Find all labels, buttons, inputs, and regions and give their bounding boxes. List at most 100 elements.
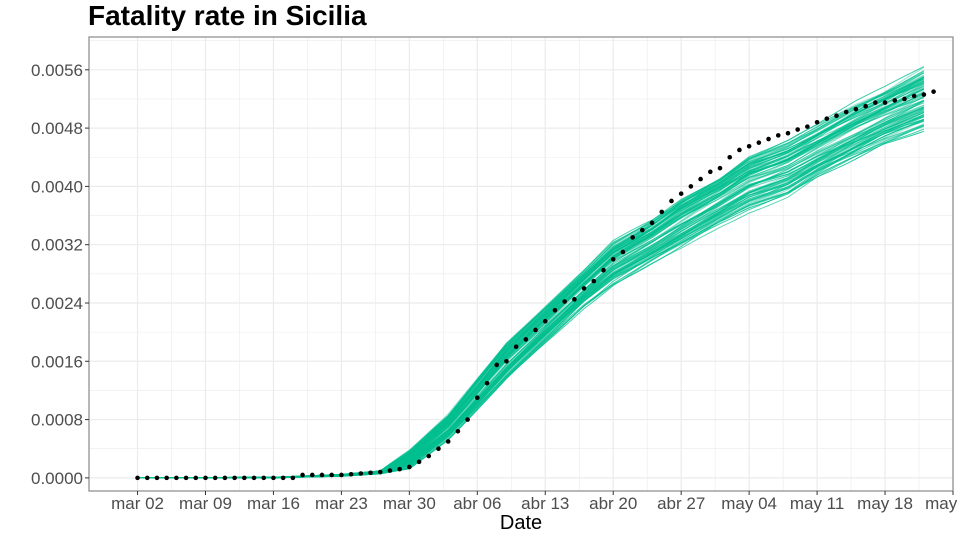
observed-point xyxy=(640,227,645,233)
observed-point xyxy=(484,380,490,386)
observed-point xyxy=(465,417,470,422)
y-tick-label: 0.0024 xyxy=(31,294,83,313)
observed-point xyxy=(775,133,781,138)
observed-point xyxy=(183,475,189,481)
chart-title: Fatality rate in Sicilia xyxy=(88,0,367,31)
y-tick-label: 0.0032 xyxy=(31,236,83,255)
x-tick-label: mar 30 xyxy=(383,494,436,513)
observed-point xyxy=(766,136,771,142)
observed-point xyxy=(533,327,538,333)
x-axis-title: Date xyxy=(500,512,542,534)
observed-point xyxy=(329,472,334,478)
observed-point xyxy=(649,220,655,226)
observed-point xyxy=(436,446,441,452)
x-tick-label: mar 23 xyxy=(315,494,368,513)
observed-point xyxy=(339,472,344,478)
x-tick-label: may 04 xyxy=(721,494,777,513)
y-axis-ticks: 0.0000 0.0008 0.0016 0.0024 0.0032 0.0040 0.00… xyxy=(31,61,89,488)
observed-points xyxy=(135,89,936,481)
observed-point xyxy=(756,140,762,145)
observed-point xyxy=(542,318,548,324)
observed-point xyxy=(513,344,519,350)
y-tick-label: 0.0048 xyxy=(31,119,83,138)
observed-point xyxy=(144,475,150,481)
observed-point xyxy=(309,472,315,478)
x-tick-label: may 25 xyxy=(925,494,960,513)
y-tick-label: 0.0008 xyxy=(31,411,83,430)
observed-point xyxy=(300,472,305,478)
observed-point xyxy=(669,198,674,204)
observed-point xyxy=(795,127,800,132)
observed-point xyxy=(931,89,936,94)
observed-point xyxy=(610,256,616,262)
observed-point xyxy=(251,475,257,481)
observed-point xyxy=(387,468,393,473)
observed-point xyxy=(805,124,810,129)
observed-point xyxy=(164,475,169,481)
observed-point xyxy=(407,464,412,470)
observed-point xyxy=(562,299,567,304)
observed-point xyxy=(659,209,665,215)
observed-point xyxy=(921,92,927,97)
observed-point xyxy=(135,475,140,481)
observed-point xyxy=(892,98,898,103)
observed-point xyxy=(377,469,383,475)
observed-point xyxy=(708,169,713,175)
x-tick-label: mar 02 xyxy=(111,494,164,513)
observed-point xyxy=(581,286,587,291)
y-tick-label: 0.0056 xyxy=(31,61,83,80)
observed-point xyxy=(504,358,509,364)
observed-point xyxy=(203,475,208,481)
observed-point xyxy=(193,475,199,481)
observed-point xyxy=(843,109,849,115)
observed-point xyxy=(911,93,917,99)
observed-point xyxy=(678,191,684,196)
x-tick-label: may 18 xyxy=(857,494,913,513)
observed-point xyxy=(727,154,733,160)
observed-point xyxy=(746,144,752,149)
x-tick-label: mar 09 xyxy=(179,494,232,513)
observed-point xyxy=(572,297,577,302)
y-tick-label: 0.0016 xyxy=(31,352,83,371)
observed-point xyxy=(348,471,354,477)
observed-point xyxy=(873,100,878,105)
observed-point xyxy=(902,96,907,102)
x-tick-label: abr 27 xyxy=(657,494,705,513)
observed-point xyxy=(863,103,868,109)
observed-point xyxy=(737,147,742,153)
observed-point xyxy=(280,475,286,481)
observed-point xyxy=(523,337,529,342)
observed-point xyxy=(552,307,558,313)
panel-border xyxy=(88,36,954,492)
observed-point xyxy=(698,176,703,182)
observed-point xyxy=(455,428,461,434)
observed-point xyxy=(222,475,228,481)
x-tick-label: abr 20 xyxy=(589,494,637,513)
observed-point xyxy=(853,106,859,112)
observed-point xyxy=(271,475,276,481)
x-axis-ticks: mar 02 mar 09 mar 16 mar 23 mar 30 abr 06 abr … xyxy=(111,491,960,513)
observed-point xyxy=(397,466,402,472)
x-tick-label: abr 06 xyxy=(453,494,501,513)
observed-point xyxy=(290,475,296,481)
observed-point xyxy=(814,119,820,125)
x-tick-label: may 11 xyxy=(790,494,845,513)
observed-point xyxy=(882,100,888,105)
observed-point xyxy=(591,278,597,284)
observed-point xyxy=(154,475,160,481)
y-tick-label: 0.0040 xyxy=(31,177,83,196)
observed-point xyxy=(785,130,791,136)
observed-point xyxy=(494,362,500,368)
observed-point xyxy=(426,453,432,459)
observed-point xyxy=(212,475,218,481)
x-tick-label: abr 13 xyxy=(521,494,569,513)
observed-point xyxy=(717,165,723,171)
observed-point xyxy=(824,116,830,121)
observed-point xyxy=(601,267,606,273)
observed-point xyxy=(242,475,247,481)
observed-point xyxy=(834,113,839,119)
observed-point xyxy=(445,439,451,444)
observed-point xyxy=(416,459,422,465)
